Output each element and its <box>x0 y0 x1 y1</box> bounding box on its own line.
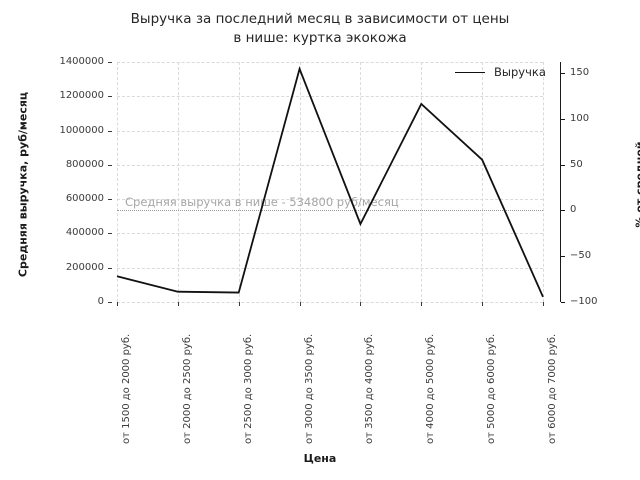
gridline-horizontal <box>117 233 543 235</box>
gridline-vertical <box>482 62 484 302</box>
gridline-horizontal <box>117 267 543 269</box>
y-tick-mark-left <box>108 199 112 201</box>
x-tick-mark <box>482 302 484 306</box>
y-tick-mark-right <box>561 72 565 74</box>
average-line-annotation: Средняя выручка в нише - 534800 руб/меся… <box>125 195 399 210</box>
gridline-horizontal <box>117 199 543 201</box>
y-tick-mark-right <box>561 302 565 303</box>
x-tick-mark <box>177 302 179 306</box>
y-tick-mark-left <box>108 302 112 303</box>
x-tick-label: от 4000 до 5000 руб. <box>425 333 437 444</box>
x-tick-label: от 3500 до 4000 руб. <box>364 333 376 444</box>
legend-label-vyruchka: Выручка <box>494 65 546 79</box>
y-tick-label-left: 800000 <box>65 158 104 170</box>
y-tick-label-right: −50 <box>570 250 592 262</box>
y-tick-label-left: 1200000 <box>59 90 104 102</box>
x-tick-label: от 6000 до 7000 руб. <box>547 333 558 444</box>
y-tick-label-left: 1400000 <box>59 56 104 67</box>
gridline-horizontal <box>117 130 543 132</box>
gridline-horizontal <box>117 302 543 303</box>
y-tick-mark-left <box>108 130 112 132</box>
x-axis-label: Цена <box>303 452 337 465</box>
x-tick-mark <box>543 302 544 306</box>
y-tick-mark-left <box>108 62 112 63</box>
y-tick-mark-left <box>108 164 112 166</box>
y-tick-mark-right <box>561 118 565 120</box>
y-tick-label-left: 400000 <box>65 227 104 239</box>
y-tick-mark-right <box>561 210 565 212</box>
x-tick-label: от 2000 до 2500 руб. <box>181 333 193 444</box>
x-tick-label: от 1500 до 2000 руб. <box>121 333 132 444</box>
series-line-group <box>116 66 544 298</box>
y-tick-mark-left <box>108 233 112 235</box>
x-tick-mark <box>238 302 240 306</box>
y-tick-label-right: 50 <box>570 158 583 170</box>
y-tick-mark-left <box>108 267 112 269</box>
y-tick-label-left: 1000000 <box>59 124 104 136</box>
y-tick-mark-right <box>561 164 565 166</box>
y-axis-label-right: % от средней <box>633 141 640 227</box>
y-tick-label-left: 600000 <box>65 193 104 205</box>
x-tick-mark <box>360 302 362 306</box>
gridline-vertical <box>117 62 118 302</box>
chart-title: Выручка за последний месяц в зависимости… <box>130 11 510 46</box>
x-tick-label: от 2500 до 3000 руб. <box>242 333 254 444</box>
x-tick-mark <box>117 302 118 306</box>
legend-swatch-vyruchka <box>455 71 485 73</box>
gridline-vertical <box>543 62 544 302</box>
series-line-vyruchka <box>116 66 544 298</box>
x-tick-label: от 5000 до 6000 руб. <box>486 333 498 444</box>
gridline-vertical <box>238 62 240 302</box>
gridline-horizontal <box>117 96 543 98</box>
x-tick-label: от 3000 до 3500 руб. <box>303 333 315 444</box>
y-tick-mark-left <box>108 96 112 98</box>
right-axis-spine <box>560 62 561 302</box>
gridline-horizontal <box>117 62 543 63</box>
y-tick-mark-right <box>561 256 565 258</box>
x-tick-mark <box>299 302 301 306</box>
average-reference-line <box>117 210 543 212</box>
y-tick-label-right: 150 <box>570 66 590 78</box>
y-tick-label-right: −100 <box>570 296 598 307</box>
y-tick-label-left: 200000 <box>65 261 104 273</box>
plot-area: Средняя выручка в нише - 534800 руб/меся… <box>116 62 544 303</box>
x-tick-mark <box>421 302 423 306</box>
chart-legend: Выручка <box>455 65 546 79</box>
gridline-vertical <box>421 62 423 302</box>
y-tick-label-left: 0 <box>97 296 104 307</box>
gridline-vertical <box>360 62 362 302</box>
gridline-vertical <box>299 62 301 302</box>
gridline-vertical <box>177 62 179 302</box>
y-tick-label-right: 100 <box>570 112 590 124</box>
y-tick-label-right: 0 <box>570 204 577 216</box>
gridline-horizontal <box>117 164 543 166</box>
